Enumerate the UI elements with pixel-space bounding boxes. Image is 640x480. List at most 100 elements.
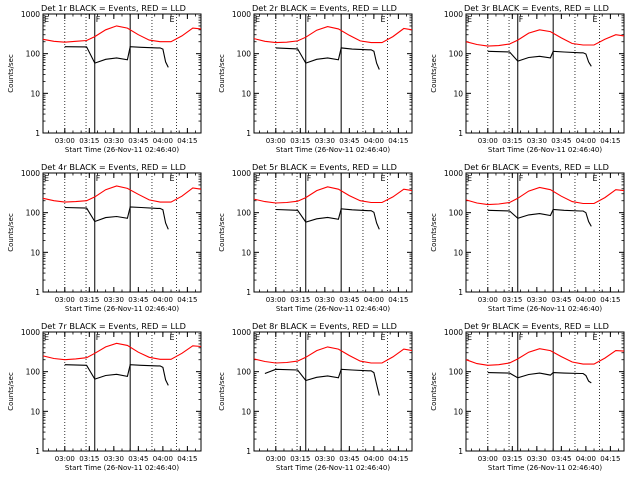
x-tick-label: 03:45 [551, 296, 571, 304]
region-label: E [169, 15, 174, 24]
series-line-events [264, 368, 380, 396]
chart-title: Det 1r BLACK = Events, RED = LLD [41, 3, 186, 13]
x-tick-label: 04:15 [388, 296, 408, 304]
region-label: E [255, 15, 260, 24]
y-tick-label: 1 [35, 288, 40, 297]
series-line-lld [42, 185, 202, 203]
x-tick-label: 03:30 [315, 296, 335, 304]
x-tick-label: 03:15 [79, 296, 99, 304]
x-tick-label: 04:15 [177, 455, 197, 463]
region-label: E [592, 174, 597, 183]
y-tick-label: 1000 [21, 169, 40, 178]
series-line-lld [465, 29, 625, 47]
x-tick-label: 04:15 [388, 137, 408, 145]
y-tick-label: 1000 [232, 169, 251, 178]
y-tick-label: 1 [458, 129, 463, 138]
region-label: F [96, 333, 101, 342]
x-tick-label: 04:00 [153, 296, 173, 304]
region-label: E [169, 333, 174, 342]
x-tick-label: 04:00 [576, 137, 596, 145]
y-axis-label: Counts/sec [218, 372, 226, 411]
region-label: E [255, 174, 260, 183]
y-axis-label: Counts/sec [7, 54, 15, 93]
y-tick-label: 1 [246, 129, 251, 138]
y-tick-label: 10 [30, 407, 40, 416]
x-tick-label: 03:15 [290, 296, 310, 304]
y-tick-label: 1 [35, 129, 40, 138]
x-tick-label: 04:15 [600, 137, 620, 145]
y-tick-label: 1 [35, 447, 40, 456]
series-line-events [487, 208, 592, 227]
y-tick-label: 100 [26, 368, 41, 377]
chart-title: Det 5r BLACK = Events, RED = LLD [252, 162, 397, 172]
chart-title: Det 4r BLACK = Events, RED = LLD [41, 162, 186, 172]
x-tick-label: 04:15 [388, 455, 408, 463]
y-axis-label: Counts/sec [7, 372, 15, 411]
x-tick-label: 03:45 [128, 137, 148, 145]
x-tick-label: 03:00 [266, 296, 286, 304]
y-tick-label: 100 [26, 50, 41, 59]
series-line-events [64, 46, 169, 68]
y-tick-label: 1000 [444, 169, 463, 178]
x-tick-label: 04:15 [177, 296, 197, 304]
x-tick-label: 03:15 [79, 137, 99, 145]
y-tick-label: 100 [449, 209, 464, 218]
x-tick-label: 03:45 [339, 137, 359, 145]
y-tick-label: 100 [237, 368, 252, 377]
x-tick-label: 03:30 [104, 296, 124, 304]
y-tick-label: 100 [449, 368, 464, 377]
y-axis-label: Counts/sec [218, 213, 226, 252]
chart-title: Det 3r BLACK = Events, RED = LLD [464, 3, 609, 13]
region-label: E [255, 333, 260, 342]
region-label: F [307, 174, 312, 183]
x-tick-label: 03:45 [551, 455, 571, 463]
y-tick-label: 10 [30, 89, 40, 98]
x-tick-label: 04:00 [576, 296, 596, 304]
region-label: F [96, 15, 101, 24]
x-axis-label: Start Time (26-Nov-11 02:46:40) [488, 146, 602, 154]
y-tick-label: 100 [237, 50, 252, 59]
region-label: E [467, 333, 472, 342]
region-label: E [44, 15, 49, 24]
y-tick-label: 10 [241, 407, 251, 416]
x-axis-label: Start Time (26-Nov-11 02:46:40) [488, 464, 602, 472]
x-axis-label: Start Time (26-Nov-11 02:46:40) [276, 146, 390, 154]
x-tick-label: 04:00 [153, 137, 173, 145]
region-label: F [519, 333, 524, 342]
y-tick-label: 1000 [232, 328, 251, 337]
y-tick-label: 100 [449, 50, 464, 59]
x-axis-label: Start Time (26-Nov-11 02:46:40) [65, 146, 179, 154]
region-label: F [307, 333, 312, 342]
chart-panel-6: Det 6r BLACK = Events, RED = LLD 1 10 100 10… [430, 162, 625, 313]
x-tick-label: 03:15 [290, 455, 310, 463]
y-axis-label: Counts/sec [430, 372, 438, 411]
region-label: F [519, 174, 524, 183]
x-tick-label: 03:30 [315, 137, 335, 145]
region-label: E [44, 333, 49, 342]
x-tick-label: 03:30 [104, 137, 124, 145]
y-axis-label: Counts/sec [430, 54, 438, 93]
chart-panel-5: Det 5r BLACK = Events, RED = LLD 1 10 100 10… [218, 162, 413, 313]
region-label: E [467, 15, 472, 24]
series-line-lld [465, 348, 625, 366]
x-tick-label: 03:45 [551, 137, 571, 145]
y-tick-label: 100 [26, 209, 41, 218]
chart-panel-4: Det 4r BLACK = Events, RED = LLD 1 10 100 10… [7, 162, 202, 313]
x-tick-label: 03:00 [266, 137, 286, 145]
x-axis-label: Start Time (26-Nov-11 02:46:40) [276, 464, 390, 472]
x-tick-label: 03:15 [502, 137, 522, 145]
x-tick-label: 03:00 [55, 137, 75, 145]
series-line-events [64, 364, 169, 386]
chart-title: Det 9r BLACK = Events, RED = LLD [464, 321, 609, 331]
y-tick-label: 10 [30, 248, 40, 257]
y-tick-label: 1 [246, 288, 251, 297]
chart-title: Det 6r BLACK = Events, RED = LLD [464, 162, 609, 172]
series-line-events [64, 206, 169, 230]
chart-title: Det 7r BLACK = Events, RED = LLD [41, 321, 186, 331]
x-tick-label: 04:00 [153, 455, 173, 463]
x-tick-label: 03:45 [339, 296, 359, 304]
chart-title: Det 8r BLACK = Events, RED = LLD [252, 321, 397, 331]
series-line-lld [42, 25, 202, 43]
region-label: E [467, 174, 472, 183]
